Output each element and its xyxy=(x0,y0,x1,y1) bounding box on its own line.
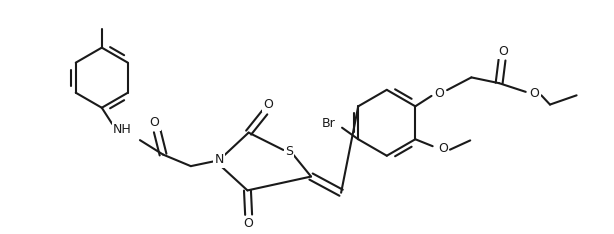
Text: N: N xyxy=(214,153,224,166)
Text: O: O xyxy=(498,45,508,58)
Text: O: O xyxy=(149,116,159,129)
Text: O: O xyxy=(438,142,448,155)
Text: O: O xyxy=(529,87,539,100)
Text: O: O xyxy=(435,87,445,99)
Text: Br: Br xyxy=(321,117,335,130)
Text: O: O xyxy=(263,98,273,111)
Text: NH: NH xyxy=(113,123,132,136)
Text: O: O xyxy=(244,217,254,230)
Text: S: S xyxy=(285,145,293,158)
